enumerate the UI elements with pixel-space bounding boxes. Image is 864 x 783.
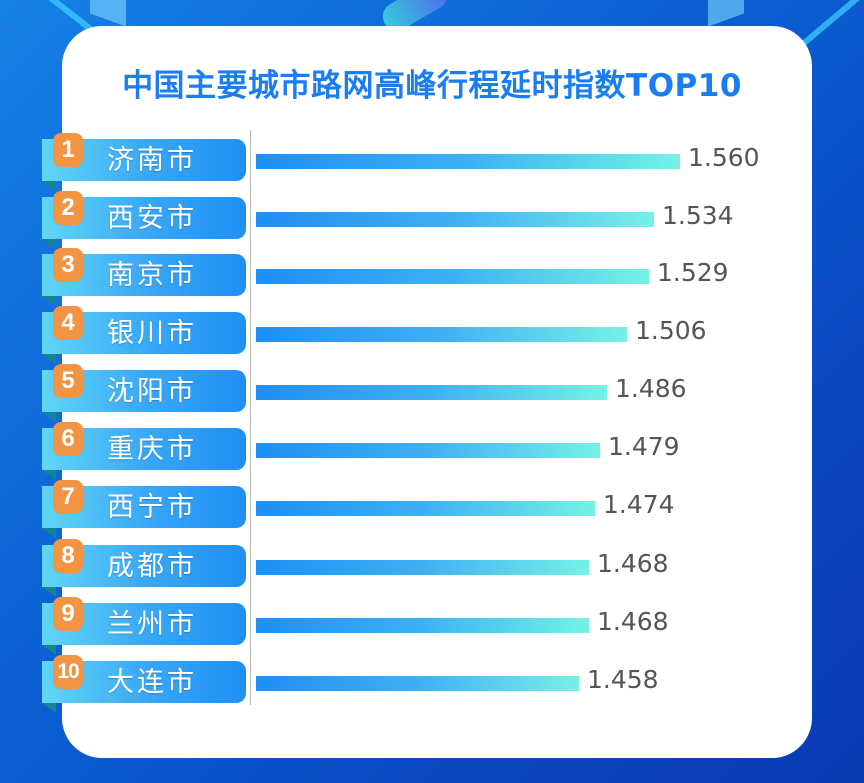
rank-badge: 1	[53, 133, 83, 167]
value-label: 1.506	[635, 316, 707, 345]
label-fold	[42, 703, 56, 713]
label-fold	[42, 587, 56, 597]
value-label: 1.458	[587, 665, 659, 694]
label-fold	[42, 181, 56, 191]
value-label: 1.474	[603, 490, 675, 519]
label-fold	[42, 239, 56, 249]
bar-row: 7 西宁市 1.474	[0, 480, 864, 538]
bar-row: 5 沈阳市 1.486	[0, 364, 864, 422]
value-label: 1.479	[608, 432, 680, 461]
chart-title: 中国主要城市路网高峰行程延时指数TOP10	[122, 68, 742, 104]
rank-badge: 4	[53, 306, 83, 340]
rank-badge: 2	[53, 191, 83, 225]
value-bar	[256, 618, 589, 633]
city-name: 成都市	[107, 551, 197, 582]
value-label: 1.529	[657, 258, 729, 287]
label-fold	[42, 528, 56, 538]
bar-row: 1 济南市 1.560	[0, 133, 864, 191]
value-bar	[256, 676, 579, 691]
label-fold	[42, 296, 56, 306]
city-name: 兰州市	[107, 609, 197, 640]
bar-row: 6 重庆市 1.479	[0, 422, 864, 480]
value-bar	[256, 443, 600, 458]
rank-badge: 5	[53, 364, 83, 398]
label-fold	[42, 645, 56, 655]
city-name: 银川市	[107, 318, 197, 349]
rank-badge: 9	[53, 597, 83, 631]
value-bar	[256, 154, 680, 169]
city-name: 济南市	[107, 145, 197, 176]
rank-badge: 10	[53, 655, 83, 689]
bar-row: 10 大连市 1.458	[0, 655, 864, 713]
bar-row: 9 兰州市 1.468	[0, 597, 864, 655]
city-name: 南京市	[107, 260, 197, 291]
rank-badge: 7	[53, 480, 83, 514]
rank-badge: 8	[53, 539, 83, 573]
label-fold	[42, 412, 56, 422]
value-bar	[256, 212, 654, 227]
value-bar	[256, 560, 589, 575]
value-bar	[256, 327, 627, 342]
rank-badge: 3	[53, 248, 83, 282]
bar-row: 8 成都市 1.468	[0, 539, 864, 597]
value-bar	[256, 269, 649, 284]
bar-row: 4 银川市 1.506	[0, 306, 864, 364]
value-bar	[256, 501, 595, 516]
rank-badge: 6	[53, 422, 83, 456]
city-name: 西安市	[107, 203, 197, 234]
city-name: 重庆市	[107, 434, 197, 465]
label-fold	[42, 470, 56, 480]
value-label: 1.468	[597, 607, 669, 636]
bar-row: 3 南京市 1.529	[0, 248, 864, 306]
value-label: 1.468	[597, 549, 669, 578]
city-name: 沈阳市	[107, 376, 197, 407]
value-label: 1.486	[615, 374, 687, 403]
background-decoration	[90, 0, 126, 27]
background-decoration	[708, 0, 744, 27]
city-name: 大连市	[107, 667, 197, 698]
value-label: 1.534	[662, 201, 734, 230]
value-label: 1.560	[688, 143, 760, 172]
value-bar	[256, 385, 607, 400]
label-fold	[42, 354, 56, 364]
city-name: 西宁市	[107, 492, 197, 523]
bar-row: 2 西安市 1.534	[0, 191, 864, 249]
axis-line	[250, 130, 251, 705]
